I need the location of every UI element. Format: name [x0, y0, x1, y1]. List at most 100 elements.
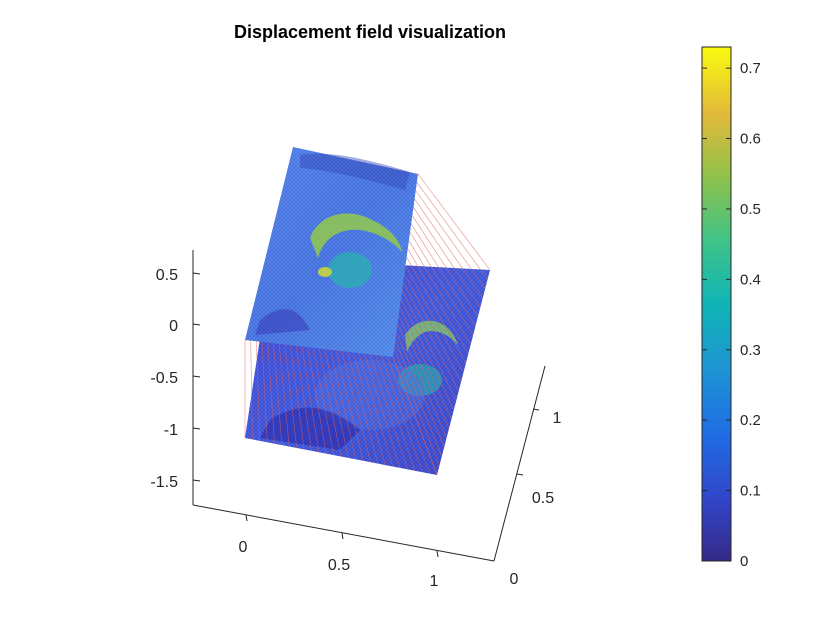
x-tick-label: 1: [430, 573, 439, 590]
x-axis-line: [192, 504, 495, 562]
z-tick-mark: [192, 272, 201, 275]
displacement-line: [375, 354, 416, 471]
x-tick-mark: [341, 532, 344, 540]
displacement-line: [405, 265, 464, 373]
displacement-line: [295, 345, 312, 451]
displacement-line: [290, 345, 305, 450]
x-tick-marks: [245, 514, 439, 558]
colorbar-tick-label: 0: [740, 553, 748, 570]
displacement-line: [410, 223, 476, 327]
y-tick-label: 1: [553, 410, 562, 427]
displacement-line: [414, 198, 484, 299]
displacement-line: [394, 340, 443, 457]
colorbar-tick-label: 0.7: [740, 60, 761, 77]
z-tick-label: 0.5: [156, 267, 178, 284]
displacement-line: [307, 347, 327, 454]
displacement-line: [393, 348, 440, 466]
z-tick-mark: [192, 479, 201, 482]
displacement-line: [402, 282, 459, 392]
displacement-line: [267, 342, 275, 444]
colorbar-tick-label: 0.2: [740, 412, 761, 429]
displacement-line: [416, 182, 488, 280]
y-tick-labels: 0 0.5 1: [510, 410, 562, 588]
displacement-line: [396, 331, 445, 448]
displacement-line: [399, 306, 452, 420]
top-dark-region: [255, 309, 310, 335]
x-tick-label: 0: [239, 539, 248, 556]
displacement-line: [413, 207, 481, 308]
displacement-line: [250, 340, 253, 440]
displacement-line: [404, 273, 462, 382]
x-tick-label: 0.5: [328, 557, 350, 574]
displacement-line: [347, 351, 379, 464]
colorbar-tick-label: 0.1: [740, 483, 761, 500]
z-tick-label: 0: [169, 318, 178, 335]
bottom-dark-region: [260, 407, 360, 450]
axes: [192, 250, 546, 562]
top-brain-region: [318, 267, 332, 277]
displacement-line: [352, 352, 386, 466]
colorbar: 0 0.1 0.2 0.3 0.4 0.5 0.6 0.7: [701, 46, 761, 570]
displacement-line: [400, 298, 455, 410]
displacement-line: [409, 232, 474, 336]
colorbar-tick-label: 0.5: [740, 201, 761, 218]
z-tick-label: -0.5: [150, 370, 178, 387]
displacement-line: [330, 349, 357, 460]
y-tick-marks: [516, 408, 540, 476]
displacement-line: [415, 190, 486, 289]
displacement-line: [261, 341, 268, 443]
z-tick-marks: [192, 272, 201, 482]
displacement-line: [335, 350, 364, 461]
displacement-lines: [244, 173, 491, 476]
z-tick-mark: [192, 427, 201, 430]
displacement-line: [407, 248, 469, 355]
displacement-line: [301, 346, 320, 453]
displacement-line: [381, 355, 423, 473]
z-tick-mark: [192, 323, 201, 326]
displacement-line: [408, 240, 471, 345]
displacement-line: [256, 341, 261, 441]
colorbar-gradient: [701, 46, 732, 562]
bottom-corpus-callosum: [405, 320, 458, 352]
x-tick-labels: 0 0.5 1: [239, 539, 439, 590]
displacement-line: [364, 353, 401, 468]
displacement-line: [401, 290, 457, 401]
top-brain-region: [328, 252, 372, 288]
y-tick-label: 0: [510, 571, 519, 588]
z-tick-mark: [192, 375, 201, 378]
displacement-line: [284, 344, 297, 448]
z-tick-labels: 0.5 0 -0.5 -1 -1.5: [150, 267, 178, 491]
colorbar-tick-label: 0.6: [740, 131, 761, 148]
displacement-line: [324, 349, 349, 458]
displacement-line: [397, 323, 447, 438]
y-axis-line: [493, 365, 546, 562]
displacement-line: [273, 343, 283, 446]
x-tick-mark: [245, 514, 248, 522]
displacement-line: [358, 352, 393, 467]
colorbar-tick-label: 0.3: [740, 342, 761, 359]
displacement-line: [318, 348, 342, 457]
colorbar-ticks: 0 0.1 0.2 0.3 0.4 0.5 0.6 0.7: [702, 60, 761, 570]
displacement-line: [313, 347, 334, 456]
y-tick-label: 0.5: [532, 490, 554, 507]
displacement-line: [369, 354, 408, 470]
displacement-line: [278, 343, 290, 447]
y-tick-mark: [532, 408, 540, 411]
y-tick-mark: [516, 473, 524, 476]
colorbar-tick-label: 0.4: [740, 271, 761, 288]
displacement-line: [412, 215, 479, 317]
displacement-line: [392, 356, 438, 476]
displacement-line: [417, 173, 491, 271]
chart-title: Displacement field visualization: [234, 22, 506, 42]
displacement-line: [387, 356, 430, 474]
displacement-line: [398, 315, 450, 429]
top-slice-mesh: [245, 147, 418, 357]
z-tick-label: -1: [164, 422, 178, 439]
top-slice: [245, 147, 418, 357]
displacement-line: [406, 257, 467, 364]
displacement-line: [341, 351, 371, 463]
top-dark-region: [300, 153, 410, 190]
z-tick-label: -1.5: [150, 474, 178, 491]
top-corpus-callosum: [310, 213, 402, 258]
